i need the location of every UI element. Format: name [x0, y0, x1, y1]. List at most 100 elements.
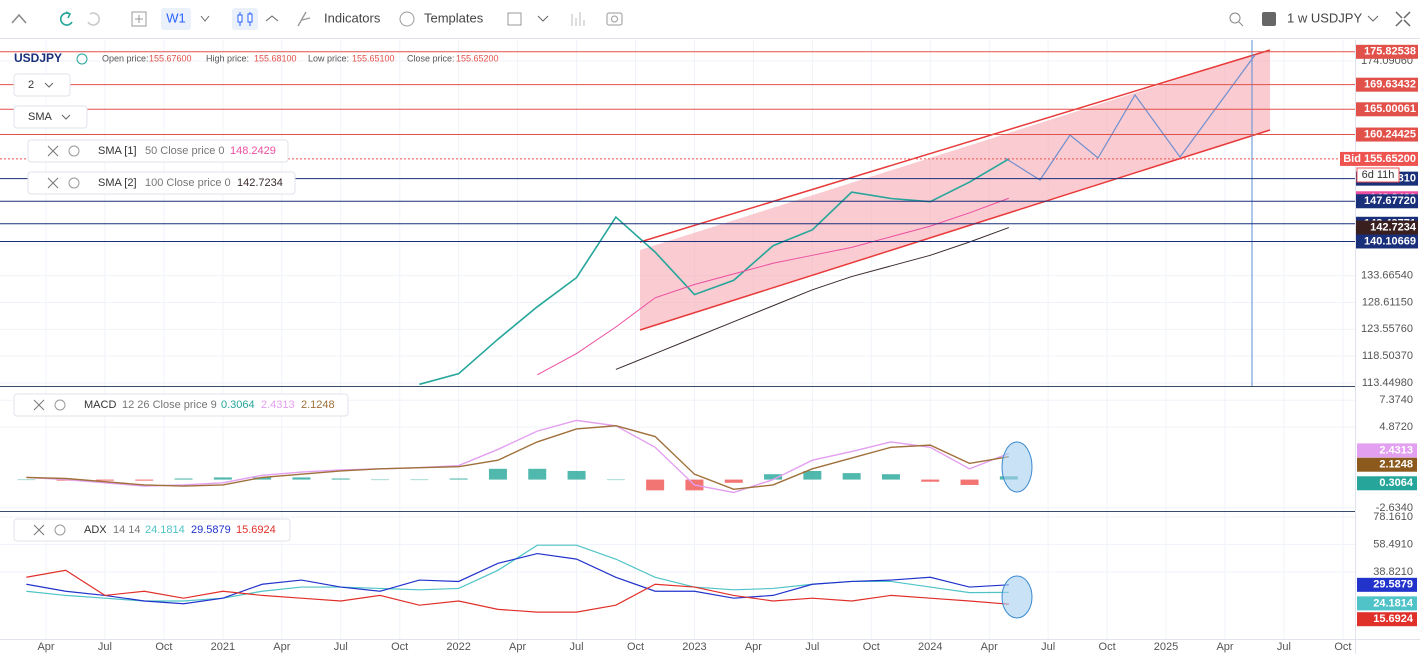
x-tick-label: Apr	[745, 641, 762, 653]
settings-button[interactable]	[54, 524, 66, 536]
histogram-bar	[724, 479, 743, 483]
highlight-ellipse	[1001, 575, 1033, 619]
histogram-bar	[646, 479, 665, 491]
legend-label: High price:	[206, 53, 249, 63]
projection-path	[1004, 54, 1256, 181]
y-tick-label: 78.1610	[1373, 511, 1413, 523]
price-plot	[0, 51, 1355, 386]
chart-type-icon	[247, 13, 253, 23]
add-icon	[135, 15, 143, 23]
indicator-row	[13, 518, 291, 542]
x-tick-label: Jul	[334, 641, 348, 653]
histogram-bar	[17, 479, 36, 481]
x-tick-label: Oct	[627, 641, 644, 653]
last-value-label: 2.1248	[1379, 459, 1413, 471]
search-icon	[1238, 21, 1244, 27]
x-tick-label: Jul	[805, 641, 819, 653]
histogram-bar	[488, 468, 507, 480]
histogram-bar	[881, 474, 900, 480]
last-value-label: 2.4313	[1379, 444, 1413, 456]
series-line	[26, 425, 1009, 490]
chart-type-button[interactable]	[232, 8, 258, 30]
last-value-box	[1357, 457, 1417, 472]
indicator-value: 142.7234	[237, 177, 283, 189]
histogram-bar	[449, 478, 468, 480]
indicators-button[interactable]: Indicators	[324, 10, 381, 25]
collapse-button[interactable]	[11, 13, 27, 24]
chart-type-icon	[237, 14, 243, 23]
last-value-box	[1357, 612, 1417, 627]
x-tick-label: Oct	[1099, 641, 1116, 653]
legend-value: 155.65200	[456, 53, 499, 63]
y-tick-label: 118.50370	[1362, 350, 1413, 362]
histogram-bar	[410, 479, 429, 481]
legend-value: 155.68100	[254, 53, 297, 63]
histogram-bar	[331, 478, 350, 480]
undo-button[interactable]	[59, 11, 73, 26]
templates-icon	[399, 11, 415, 27]
layout-symbol[interactable]: 1 w USDJPY	[1287, 10, 1362, 25]
legend-label: Open price:	[102, 53, 149, 63]
legend: USDJPY Open price: 155.67600 High price:…	[14, 51, 499, 65]
interval-dropdown[interactable]	[200, 15, 210, 22]
x-tick-label: Oct	[863, 641, 880, 653]
histogram-bar	[842, 473, 861, 480]
histogram-bar	[803, 470, 822, 480]
compare-button[interactable]	[571, 12, 585, 26]
calendar-button[interactable]	[507, 12, 522, 26]
fullscreen-button[interactable]	[1395, 11, 1411, 27]
remove-button[interactable]	[47, 177, 59, 189]
type-value: SMA	[28, 111, 53, 123]
indicator-value: 29.5879	[191, 524, 231, 536]
x-tick-label: Oct	[155, 641, 172, 653]
level-box	[1356, 194, 1418, 209]
chart-type-dropdown[interactable]	[265, 15, 279, 22]
last-value-label: 0.3064	[1379, 477, 1414, 489]
save-button[interactable]	[1262, 12, 1276, 26]
level-box	[1356, 102, 1418, 117]
histogram-bar	[960, 479, 979, 485]
interval-button[interactable]	[161, 8, 191, 30]
indicator-value: 0.3064	[221, 399, 255, 411]
histogram-bar	[95, 479, 114, 481]
legend-label: Low price:	[308, 53, 349, 63]
screenshot-icon	[611, 15, 618, 23]
remove-button[interactable]	[47, 145, 59, 157]
x-tick-label: 2024	[918, 641, 942, 653]
x-tick-label: 2025	[1154, 641, 1178, 653]
remove-button[interactable]	[33, 524, 45, 536]
level-label: 140.10669	[1364, 235, 1416, 247]
add-button[interactable]	[131, 11, 147, 27]
indicator-list: SMA [1] 50 Close price 0 148.2429 SMA [2] 10…	[27, 139, 296, 195]
redo-button[interactable]	[87, 12, 101, 26]
level-label: 160.24425	[1364, 128, 1416, 140]
indicator-name: SMA [2]	[98, 177, 137, 189]
adx-plot	[26, 544, 1009, 613]
type-dropdown	[61, 114, 71, 120]
settings-button[interactable]	[54, 399, 66, 411]
x-tick-label: Jul	[98, 641, 112, 653]
y-tick-label: 7.3740	[1379, 394, 1413, 406]
settings-button[interactable]	[68, 177, 80, 189]
countdown-box	[1356, 167, 1400, 183]
x-tick-label: Oct	[1334, 641, 1351, 653]
layout-dropdown[interactable]	[1367, 15, 1379, 22]
legend-symbol: USDJPY	[14, 51, 62, 65]
clock-icon	[76, 53, 88, 65]
screenshot-button[interactable]	[606, 12, 623, 26]
indicator-name: MACD	[84, 399, 116, 411]
legend-label: Close price:	[407, 53, 455, 63]
count-select[interactable]	[13, 73, 71, 97]
calendar-dropdown[interactable]	[537, 15, 549, 22]
templates-button[interactable]: Templates	[424, 10, 484, 25]
settings-button[interactable]	[68, 145, 80, 157]
remove-button[interactable]	[33, 399, 45, 411]
histogram-bar	[528, 468, 547, 480]
x-tick-label: 2021	[211, 641, 235, 653]
series-line	[26, 569, 1009, 613]
grid	[0, 40, 1355, 639]
type-select[interactable]	[13, 105, 88, 129]
search-button[interactable]	[1229, 12, 1241, 24]
indicator-value: 12 26 Close price 9	[122, 399, 217, 411]
histogram-bar	[606, 479, 625, 481]
